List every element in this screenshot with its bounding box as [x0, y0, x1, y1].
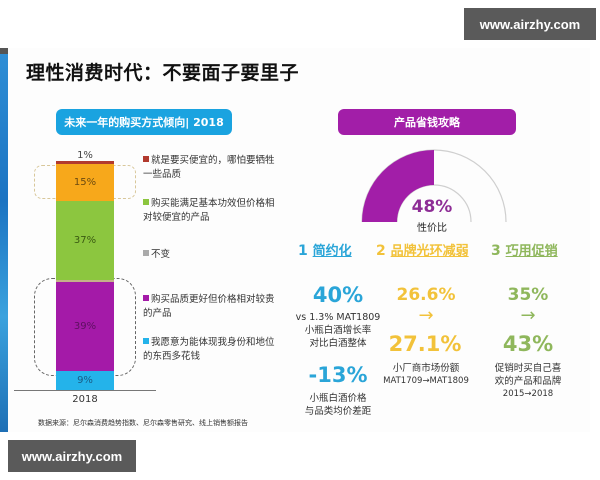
stat-small-bottle-growth: 40%	[312, 283, 364, 307]
stat-sub: vs 1.3% MAT1809	[295, 312, 381, 323]
gauge-chart	[361, 149, 507, 223]
stat-price-gap: -13%	[308, 363, 368, 387]
stat-sub: 与品类均价差距	[304, 406, 372, 417]
strategy-3: 3 巧用促销	[491, 240, 558, 259]
segment-label-purple: 39%	[73, 321, 97, 332]
stat-sub: 欢的产品和品牌	[494, 376, 562, 387]
stat-share-from: 26.6%	[396, 285, 456, 305]
x-axis	[14, 390, 156, 391]
legend-swatch	[143, 295, 149, 301]
stat-sub: 2015→2018	[502, 389, 554, 399]
stat-sub: 小瓶白酒价格	[309, 393, 367, 404]
stat-promo-to: 43%	[502, 332, 554, 356]
legend-item-3: 不变	[143, 248, 278, 262]
strategy-number: 3	[491, 243, 501, 259]
legend-text: 我愿意为能体现我身份和地位的东西多花钱	[143, 337, 275, 362]
arrow-right-icon: →	[520, 305, 536, 326]
strategy-1: 1 简约化	[298, 240, 352, 259]
segment-status: 9%	[56, 371, 114, 390]
legend-text: 购买能满足基本功效但价格相对较便宜的产品	[143, 198, 275, 223]
right-panel-header: 产品省钱攻略	[338, 109, 516, 135]
side-decoration	[0, 48, 8, 432]
segment-cheap	[56, 161, 114, 164]
legend-swatch	[143, 156, 149, 162]
data-source-note: 数据来源：尼尔森消费趋势指数、尼尔森零售研究、线上销售额报告	[38, 419, 248, 427]
gauge-value: 48%	[411, 197, 453, 217]
strategy-number: 2	[376, 243, 386, 259]
legend-item-2: 购买能满足基本功效但价格相对较便宜的产品	[143, 197, 278, 225]
side-decoration-cap	[0, 48, 8, 54]
segment-premium: 39%	[56, 282, 114, 371]
stat-sub: 小厂商市场份额	[392, 363, 460, 374]
segment-label-green: 37%	[73, 235, 97, 246]
legend-text: 就是要买便宜的，哪怕要牺牲一些品质	[143, 155, 275, 180]
stat-sub: MAT1709→MAT1809	[383, 376, 469, 386]
gauge-inner-arc	[396, 184, 472, 223]
stat-share-to: 27.1%	[388, 332, 462, 356]
legend-swatch	[143, 338, 149, 344]
watermark-top: www.airzhy.com	[464, 8, 596, 40]
legend-text: 购买品质更好但价格相对较贵的产品	[143, 294, 275, 319]
strategy-number: 1	[298, 243, 308, 259]
legend-swatch	[143, 199, 149, 205]
segment-label-orange: 15%	[73, 177, 97, 188]
segment-unchanged: 37%	[56, 201, 114, 280]
arrow-right-icon: →	[418, 305, 434, 326]
strategy-label: 简约化	[312, 244, 352, 259]
strategy-label: 品牌光环减弱	[390, 244, 469, 259]
stat-sub: 对比白酒整体	[309, 338, 367, 349]
segment-label-cyan: 9%	[77, 375, 93, 386]
stat-sub: 促销时买自己喜	[494, 363, 562, 374]
stat-promo-from: 35%	[507, 285, 549, 305]
segment-basic: 15%	[56, 164, 114, 201]
page-title: 理性消费时代：不要面子要里子	[26, 62, 300, 84]
x-axis-label: 2018	[72, 394, 98, 405]
legend-item-5: 我愿意为能体现我身份和地位的东西多花钱	[143, 336, 278, 364]
gauge-fill	[362, 150, 434, 222]
legend-text: 不变	[151, 249, 171, 260]
legend-swatch	[143, 250, 149, 256]
watermark-bottom: www.airzhy.com	[8, 440, 136, 472]
strategy-2: 2 品牌光环减弱	[376, 240, 469, 259]
segment-label-red: 1%	[77, 150, 93, 161]
legend-item-4: 购买品质更好但价格相对较贵的产品	[143, 293, 278, 321]
stat-sub: 小瓶白酒增长率	[304, 325, 372, 336]
strategy-label: 巧用促销	[505, 244, 558, 259]
segment-separator	[56, 280, 114, 282]
gauge-label: 性价比	[417, 223, 447, 234]
left-panel-header: 未来一年的购买方式倾向| 2018	[56, 109, 232, 135]
legend-item-1: 就是要买便宜的，哪怕要牺牲一些品质	[143, 154, 278, 182]
